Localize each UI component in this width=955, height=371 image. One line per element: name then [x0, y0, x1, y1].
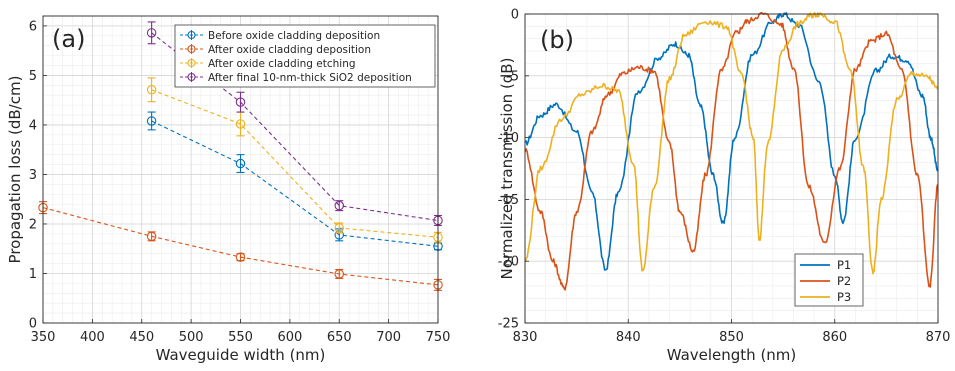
y-tick-label: 0 [29, 317, 37, 332]
x-tick-label: 400 [80, 330, 105, 345]
x-tick-label: 850 [719, 330, 744, 345]
x-tick-label: 860 [822, 330, 847, 345]
legend: Before oxide cladding deposition After ox… [175, 25, 435, 87]
legend-label: P1 [837, 258, 851, 272]
legend-label: P2 [837, 274, 851, 288]
y-axis-label: Normalized transmission (dB) [498, 58, 516, 280]
x-axis-label: Waveguide width (nm) [156, 346, 326, 364]
x-tick-label: 450 [129, 330, 154, 345]
legend-box [795, 254, 863, 306]
legend-entry: Before oxide cladding deposition [180, 30, 380, 42]
y-tick-label: 2 [29, 217, 37, 232]
legend-entry: After final 10-nm-thick SiO2 deposition [180, 72, 412, 84]
y-tick-label: -25 [498, 317, 519, 332]
x-tick-label: 700 [376, 330, 401, 345]
legend-label: After final 10-nm-thick SiO2 deposition [208, 72, 412, 84]
x-tick-label: 870 [926, 330, 951, 345]
y-tick-label: 0 [511, 8, 519, 23]
y-tick-label: 4 [29, 118, 37, 133]
legend-label: Before oxide cladding deposition [208, 30, 380, 42]
grid [525, 14, 938, 323]
panel-label: (b) [540, 26, 574, 54]
legend-label: After oxide cladding deposition [208, 44, 371, 56]
legend: P1 P2 P3 [795, 254, 863, 306]
panel-label: (a) [52, 25, 85, 53]
x-tick-label: 350 [31, 330, 56, 345]
y-tick-label: 3 [29, 168, 37, 183]
x-tick-label: 750 [426, 330, 451, 345]
x-tick-label: 550 [228, 330, 253, 345]
legend-entry: After oxide cladding deposition [180, 44, 371, 56]
x-tick-label: 840 [616, 330, 641, 345]
x-tick-label: 600 [277, 330, 302, 345]
panel-b: 830 840 850 860 870-25-20-15-10-50Wavelength… [498, 8, 951, 365]
legend-label: After oxide cladding etching [208, 58, 356, 70]
x-axis-label: Wavelength (nm) [667, 346, 797, 364]
y-tick-label: 6 [29, 19, 37, 34]
y-tick-label: 1 [29, 267, 37, 282]
y-axis-label: Propagation loss (dB/cm) [6, 76, 24, 264]
legend-label: P3 [837, 290, 851, 304]
x-tick-label: 500 [179, 330, 204, 345]
x-tick-label: 650 [327, 330, 352, 345]
panel-a: 350 400 450 500 550 600 650 700 750 0 1 2 3 4 5 6 Wavegu… [6, 16, 450, 364]
y-tick-label: 5 [29, 69, 37, 84]
x-tick-label: 830 [513, 330, 538, 345]
